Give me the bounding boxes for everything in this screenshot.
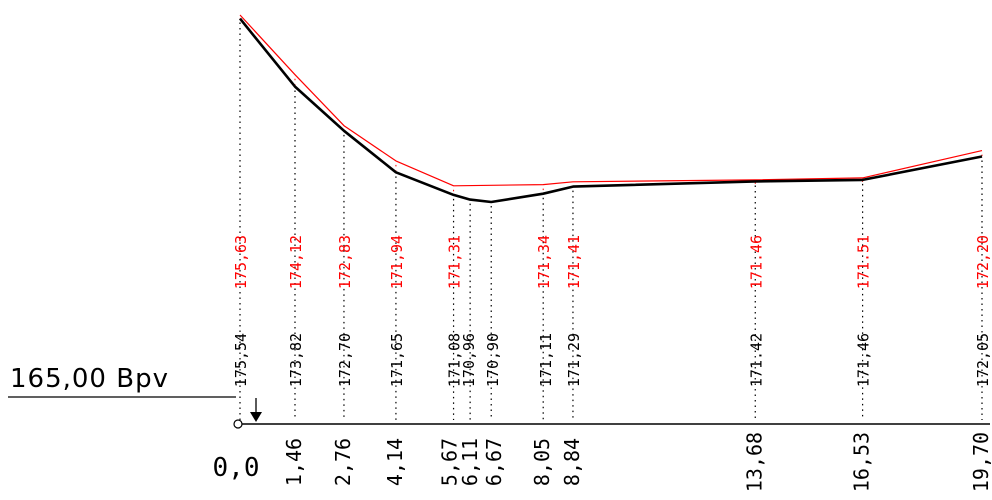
- red-value-label: 171,41: [565, 235, 583, 289]
- red-value-label: 172,83: [336, 235, 354, 289]
- station-label: 8,84: [560, 438, 584, 486]
- baseline-start-marker: [233, 419, 243, 429]
- station-label: 4,14: [383, 438, 407, 486]
- station-label: 19,70: [969, 432, 992, 492]
- black-value-label: 173,82: [287, 333, 305, 387]
- red-value-label: 171,34: [535, 235, 553, 289]
- black-value-label: 172,70: [336, 333, 354, 387]
- station-label: 0,0: [213, 453, 260, 483]
- red-value-label: 171,94: [388, 235, 406, 289]
- red-value-label: 174,12: [287, 235, 305, 289]
- red-value-label: 171.46: [747, 235, 765, 289]
- black-value-label: 171.42: [747, 333, 765, 387]
- red-value-label: 172,20: [974, 235, 992, 289]
- black-value-label: 170,90: [484, 333, 502, 387]
- station-label: 6,11: [458, 438, 482, 486]
- station-label: 2,76: [331, 438, 355, 486]
- station-label: 6,67: [482, 438, 506, 486]
- black-value-label: 171,65: [388, 333, 406, 387]
- black-value-label: 171,46: [855, 333, 873, 387]
- black-value-label: 171,08: [446, 333, 464, 387]
- station-label: 13,68: [742, 432, 766, 492]
- red-value-label: 171,31: [446, 235, 464, 289]
- station-label: 8,05: [530, 438, 554, 486]
- series-line-red: [239, 14, 983, 187]
- red-value-label: 175,63: [232, 235, 250, 289]
- black-value-label: 171,11: [537, 333, 555, 387]
- station-label: 16,53: [850, 432, 874, 492]
- black-value-label: 171,29: [565, 333, 583, 387]
- station-label: 5,67: [438, 438, 462, 486]
- black-value-label: 175,54: [232, 333, 250, 387]
- series-line-black: [238, 17, 983, 204]
- red-value-label: 171.51: [855, 235, 873, 289]
- datum-label: 165,00 Bpv: [10, 364, 169, 394]
- black-value-label: 170,96: [460, 333, 478, 387]
- black-value-label: 172,05: [974, 333, 992, 387]
- datum-arrow-icon: [250, 412, 262, 422]
- station-label: 1,46: [282, 438, 306, 486]
